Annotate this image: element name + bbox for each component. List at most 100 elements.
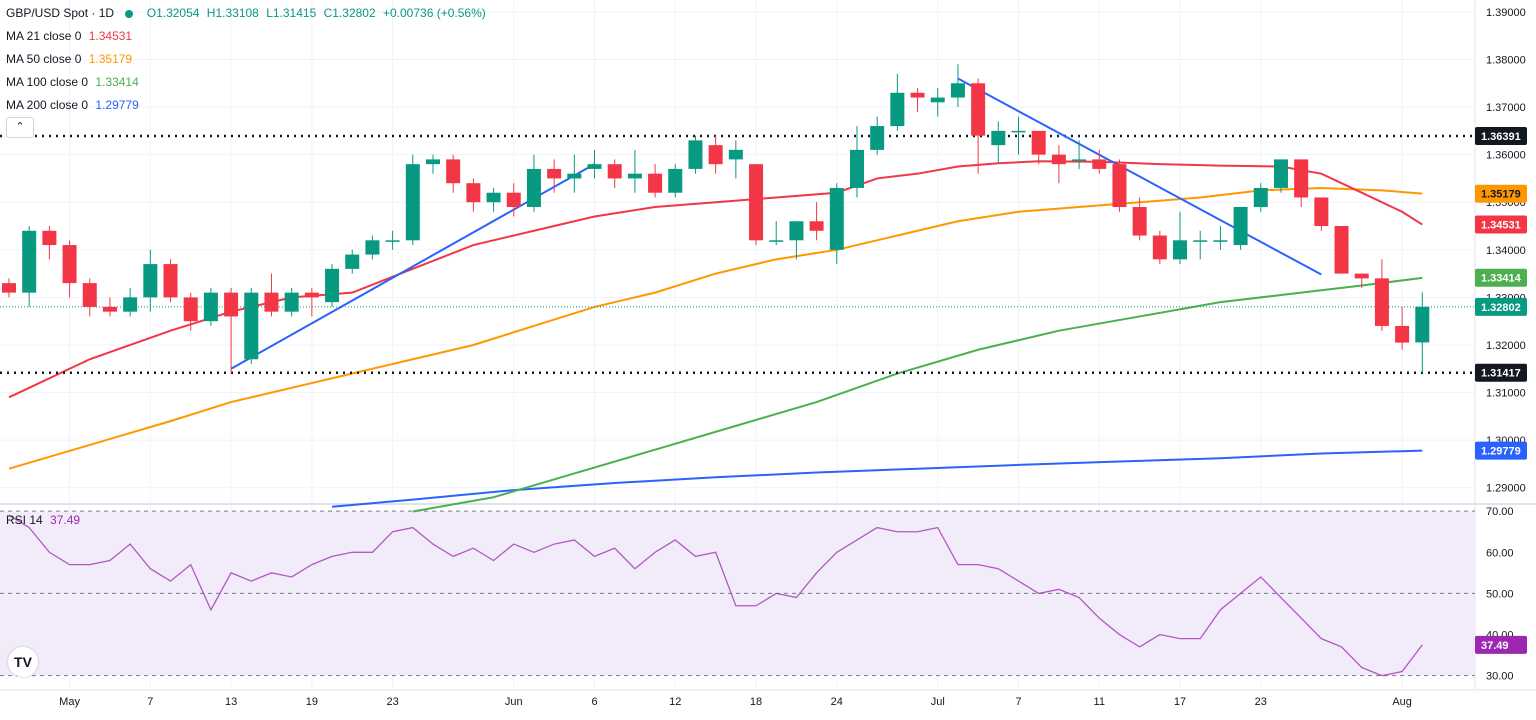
candle-down xyxy=(708,145,723,165)
candle-down xyxy=(1112,164,1127,207)
level-marker-label: 1.36391 xyxy=(1481,131,1521,143)
tradingview-logo[interactable]: TV xyxy=(8,647,38,677)
candle-down xyxy=(971,83,986,136)
symbol-title[interactable]: GBP/USD Spot · 1D xyxy=(6,6,115,20)
candle-down xyxy=(42,230,57,246)
price-marker-label: 1.29779 xyxy=(1481,446,1521,458)
price-marker-label: 1.33414 xyxy=(1481,273,1522,285)
candle-up xyxy=(930,97,945,103)
candle-up xyxy=(829,187,844,250)
candle-up xyxy=(143,264,158,298)
candle-down xyxy=(1031,130,1046,155)
ma21-legend[interactable]: MA 21 close 0 1.34531 xyxy=(6,29,136,43)
candle-down xyxy=(1334,226,1349,274)
time-tick-label: 6 xyxy=(591,696,597,708)
candle-down xyxy=(1395,325,1410,343)
candle-up xyxy=(567,173,582,179)
level-marker-box xyxy=(1475,363,1527,382)
level-marker-box xyxy=(1475,127,1527,146)
collapse-legend-button[interactable]: ⌃ xyxy=(6,117,34,138)
ma100-legend-label: MA 100 close 0 xyxy=(6,75,89,89)
price-tick-label: 1.29000 xyxy=(1486,483,1526,495)
ma50-legend[interactable]: MA 50 close 0 1.35179 xyxy=(6,52,136,66)
candle-up xyxy=(526,168,541,207)
candle-down xyxy=(2,283,16,293)
rsi-legend-label: RSI 14 xyxy=(6,513,43,527)
candle-up xyxy=(1072,159,1087,161)
tradingview-logo-text: TV xyxy=(14,654,32,670)
ma50-line xyxy=(8,186,1423,470)
candle-up xyxy=(1213,240,1228,242)
candle-up xyxy=(1173,240,1188,260)
price-tick-label: 1.36000 xyxy=(1486,150,1526,162)
candle-down xyxy=(809,221,824,231)
candle-up xyxy=(769,240,784,242)
price-tick-label: 1.38000 xyxy=(1486,54,1526,66)
rsi-legend[interactable]: RSI 14 37.49 xyxy=(6,513,84,527)
candle-up xyxy=(365,240,380,255)
time-tick-label: 7 xyxy=(1015,696,1021,708)
candle-up xyxy=(325,268,340,303)
ohlc-high: H1.33108 xyxy=(206,6,259,20)
candle-up xyxy=(627,173,642,179)
candle-up xyxy=(991,130,1006,146)
candle-down xyxy=(62,245,77,284)
candle-down xyxy=(1294,159,1309,198)
ma21-legend-value: 1.34531 xyxy=(88,29,133,43)
ohlc-low: L1.31415 xyxy=(266,6,317,20)
price-tick-label: 1.31000 xyxy=(1486,388,1526,400)
candle-up xyxy=(284,292,299,312)
candle-up xyxy=(1415,306,1430,343)
candle-up xyxy=(1253,187,1268,207)
candle-down xyxy=(1152,235,1167,260)
candle-up xyxy=(1011,130,1026,133)
ma200-legend[interactable]: MA 200 close 0 1.29779 xyxy=(6,98,143,112)
candle-down xyxy=(1132,206,1147,236)
candle-up xyxy=(668,168,683,193)
time-tick-label: 23 xyxy=(386,696,398,708)
price-marker-label: 1.34531 xyxy=(1481,220,1521,232)
price-marker-box xyxy=(1475,184,1527,203)
ohlc-open: O1.32054 xyxy=(146,6,200,20)
candle-up xyxy=(1233,206,1248,246)
time-tick-label: Jul xyxy=(931,696,945,708)
price-marker-box xyxy=(1475,441,1527,460)
ma50-legend-label: MA 50 close 0 xyxy=(6,52,82,66)
candle-up xyxy=(688,140,703,169)
candle-up xyxy=(244,292,259,360)
candle-up xyxy=(203,292,218,322)
candle-up xyxy=(385,240,400,242)
ohlc-change: +0.00736 (+0.56%) xyxy=(382,6,486,20)
ma200-line xyxy=(331,449,1423,508)
price-tick-label: 1.32000 xyxy=(1486,340,1526,352)
candle-down xyxy=(1354,273,1369,279)
candle-up xyxy=(870,126,885,150)
candle-down xyxy=(506,192,521,207)
candle-down xyxy=(1374,278,1389,326)
ma100-line xyxy=(412,276,1423,513)
time-tick-label: 23 xyxy=(1255,696,1267,708)
candle-down xyxy=(1051,154,1066,165)
time-tick-label: 7 xyxy=(147,696,153,708)
candle-up xyxy=(728,149,743,160)
candle-up xyxy=(950,83,965,98)
candle-down xyxy=(304,292,319,298)
ma100-legend-value: 1.33414 xyxy=(95,75,139,89)
candle-up xyxy=(890,92,905,127)
ohlc-close: C1.32802 xyxy=(323,6,376,20)
time-tick-label: May xyxy=(59,696,80,708)
rsi-tick-label: 50.00 xyxy=(1486,588,1514,600)
candle-up xyxy=(587,164,602,169)
price-marker-box xyxy=(1475,297,1527,316)
time-tick-label: 12 xyxy=(669,696,681,708)
candle-down xyxy=(1092,159,1107,169)
price-marker-box xyxy=(1475,268,1527,287)
chevron-up-icon: ⌃ xyxy=(15,121,25,133)
rsi-marker-box xyxy=(1475,635,1527,654)
ma100-legend[interactable]: MA 100 close 0 1.33414 xyxy=(6,75,143,89)
candle-up xyxy=(405,164,420,241)
rsi-legend-value: 37.49 xyxy=(50,513,81,527)
candle-down xyxy=(102,306,117,312)
